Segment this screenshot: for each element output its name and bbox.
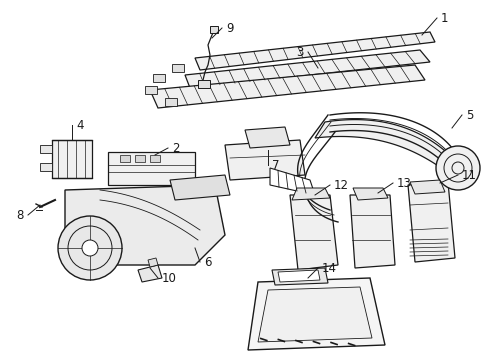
Text: 2: 2 xyxy=(172,141,179,154)
Polygon shape xyxy=(210,26,218,33)
Circle shape xyxy=(58,216,122,280)
Polygon shape xyxy=(198,80,210,88)
Polygon shape xyxy=(258,287,372,342)
Circle shape xyxy=(436,146,480,190)
Text: 13: 13 xyxy=(397,176,412,189)
Polygon shape xyxy=(138,265,162,282)
Polygon shape xyxy=(248,278,385,350)
Polygon shape xyxy=(408,182,455,262)
Polygon shape xyxy=(353,188,388,200)
Polygon shape xyxy=(135,155,145,162)
Polygon shape xyxy=(225,140,305,180)
Polygon shape xyxy=(150,155,160,162)
Polygon shape xyxy=(350,195,395,268)
Polygon shape xyxy=(165,98,177,106)
Text: 8: 8 xyxy=(17,208,24,221)
Polygon shape xyxy=(40,145,52,153)
Polygon shape xyxy=(172,64,184,72)
Circle shape xyxy=(82,240,98,256)
Text: 11: 11 xyxy=(462,168,477,181)
Text: 9: 9 xyxy=(226,22,234,35)
Text: 12: 12 xyxy=(334,179,349,192)
Text: 10: 10 xyxy=(162,271,177,284)
Polygon shape xyxy=(170,175,230,200)
Text: 3: 3 xyxy=(296,45,304,59)
Polygon shape xyxy=(410,180,445,194)
Text: 6: 6 xyxy=(204,256,212,269)
Polygon shape xyxy=(195,32,435,70)
Text: 4: 4 xyxy=(76,118,83,131)
Polygon shape xyxy=(145,86,157,94)
Polygon shape xyxy=(150,65,425,108)
Text: 7: 7 xyxy=(272,158,279,171)
Text: 14: 14 xyxy=(322,261,337,274)
Polygon shape xyxy=(272,268,328,285)
Polygon shape xyxy=(315,120,455,178)
Polygon shape xyxy=(52,140,92,178)
Polygon shape xyxy=(40,163,52,171)
Text: 5: 5 xyxy=(466,108,473,122)
Polygon shape xyxy=(185,50,430,88)
Polygon shape xyxy=(270,168,315,195)
Polygon shape xyxy=(120,155,130,162)
Polygon shape xyxy=(153,74,165,82)
Polygon shape xyxy=(65,185,225,265)
Polygon shape xyxy=(108,152,195,185)
Polygon shape xyxy=(290,195,338,270)
Polygon shape xyxy=(292,188,330,200)
Polygon shape xyxy=(278,270,320,282)
Text: 1: 1 xyxy=(441,12,448,24)
Polygon shape xyxy=(245,127,290,148)
Polygon shape xyxy=(148,258,158,267)
